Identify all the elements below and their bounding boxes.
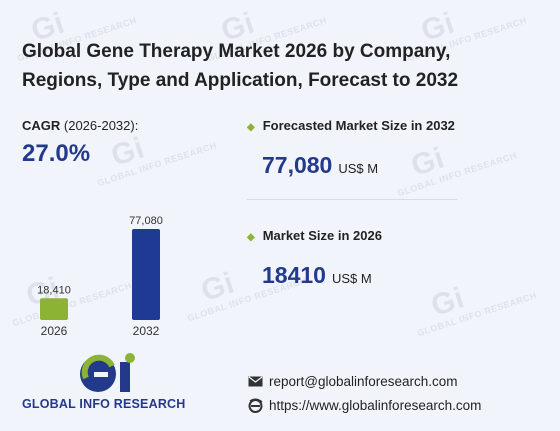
forecast-value-row: 77,080 US$ M	[262, 152, 378, 179]
bar-2026	[40, 298, 68, 320]
email-row: report@globalinforesearch.com	[248, 374, 458, 389]
divider	[247, 199, 457, 200]
bar-2032	[132, 229, 160, 320]
cagr-label-years: (2026-2032):	[60, 118, 139, 133]
market-size-bar-chart: 18,410 2026 77,080 2032	[37, 215, 163, 338]
page-title: Global Gene Therapy Market 2026 by Compa…	[22, 37, 542, 95]
cagr-label-prefix: CAGR	[22, 118, 61, 133]
cagr-label: CAGR (2026-2032):	[22, 118, 138, 133]
forecast-label: Forecasted Market Size in 2032	[262, 118, 455, 133]
forecast-unit: US$ M	[338, 161, 379, 176]
category-label-2032: 2032	[133, 324, 160, 338]
value-label-2032: 77,080	[129, 215, 163, 227]
current-label: Market Size in 2026	[262, 228, 382, 243]
current-label-row: ◆ Market Size in 2026	[247, 228, 382, 243]
watermark: Gi GLOBAL INFO RESEARCH	[416, 281, 538, 339]
current-unit: US$ M	[331, 271, 372, 286]
logo-text: GLOBAL INFO RESEARCH	[22, 397, 186, 411]
title-line-2: Regions, Type and Application, Forecast …	[22, 70, 459, 91]
title-line-1: Global Gene Therapy Market 2026 by Compa…	[22, 41, 451, 62]
bullet-icon: ◆	[247, 122, 255, 133]
company-logo	[80, 353, 135, 392]
website-row: https://www.globalinforesearch.com	[248, 398, 481, 413]
value-label-2026: 18,410	[37, 284, 71, 296]
current-value: 18410	[262, 262, 326, 288]
watermark: Gi GLOBAL INFO RESEARCH	[396, 141, 518, 199]
category-label-2026: 2026	[41, 324, 68, 338]
forecast-value: 77,080	[262, 152, 333, 178]
cagr-value: 27.0%	[22, 140, 91, 167]
website-link[interactable]: https://www.globalinforesearch.com	[269, 398, 482, 413]
current-value-row: 18410 US$ M	[262, 262, 372, 289]
email-icon	[248, 376, 263, 387]
email-link[interactable]: report@globalinforesearch.com	[269, 374, 458, 389]
browser-icon	[248, 398, 263, 413]
forecast-label-row: ◆ Forecasted Market Size in 2032	[247, 118, 455, 133]
bullet-icon: ◆	[247, 232, 255, 243]
